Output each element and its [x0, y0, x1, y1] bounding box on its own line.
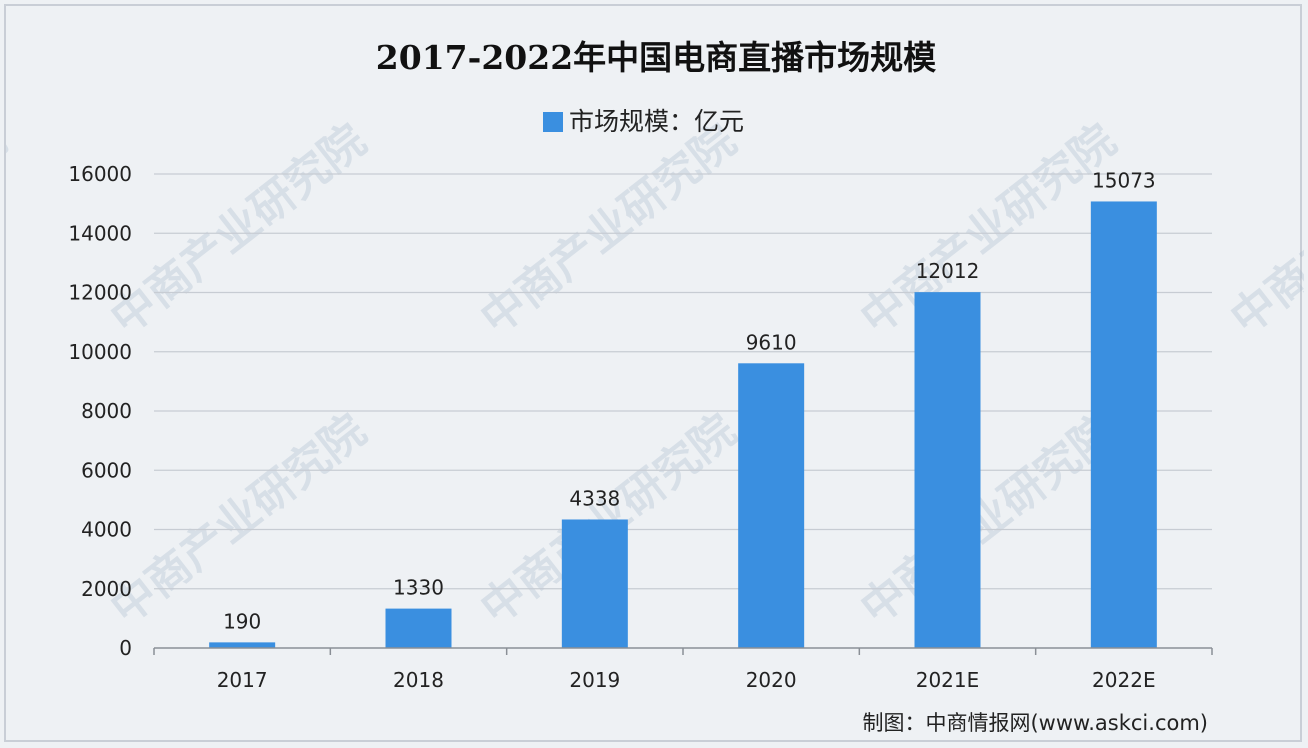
data-label: 15073: [1092, 168, 1156, 192]
legend-swatch: [543, 112, 563, 132]
y-tick-label: 16000: [68, 162, 132, 186]
gridlines: [154, 173, 1212, 590]
chart-frame: 中商产业研究院 中商产业研究院 中商产业研究院 中商产业研究院 中商产业研究院 中商产业研…: [4, 4, 1304, 742]
y-tick-label: 4000: [81, 518, 132, 542]
data-label: 12012: [916, 259, 980, 283]
x-axis: 2017 2018 2019 2020 2021E 2022E: [153, 647, 1213, 692]
y-tick-label: 2000: [81, 577, 132, 601]
watermark-text: 中商产业研究院: [851, 405, 1125, 635]
legend-label: 市场规模：亿元: [569, 107, 744, 136]
watermark-text: 中商产业研究院: [471, 115, 745, 345]
y-tick-label: 10000: [68, 340, 132, 364]
y-tick-label: 0: [119, 636, 132, 660]
bar: [1090, 201, 1157, 648]
bars: [209, 201, 1157, 648]
data-label: 9610: [746, 330, 797, 354]
data-labels: 190 1330 4338 9610 12012 15073: [223, 168, 1156, 633]
x-tick-label: 2019: [569, 668, 620, 692]
data-label: 4338: [569, 486, 620, 510]
watermark-text: 中商产业研究院: [101, 405, 375, 635]
data-label: 190: [223, 609, 261, 633]
chart-title: 2017-2022年中国电商直播市场规模: [376, 38, 937, 77]
y-axis-ticks: 0 2000 4000 6000 8000 10000 12000 14000 16000: [68, 162, 132, 660]
y-tick-label: 8000: [81, 399, 132, 423]
watermark-text: 中商产业研究院: [101, 115, 375, 345]
data-label: 1330: [393, 576, 444, 600]
y-tick-label: 6000: [81, 458, 132, 482]
bar: [914, 292, 981, 648]
watermark-text: 中商产业研究院: [851, 115, 1125, 345]
bar: [561, 519, 628, 648]
source-note: 制图：中商情报网(www.askci.com): [862, 711, 1208, 735]
x-tick-label: 2020: [746, 668, 797, 692]
x-tick-label: 2021E: [916, 668, 980, 692]
x-tick-label: 2018: [393, 668, 444, 692]
y-tick-label: 12000: [68, 281, 132, 305]
bar: [738, 363, 805, 648]
x-tick-label: 2022E: [1092, 668, 1156, 692]
bar: [209, 642, 276, 648]
bar: [385, 608, 452, 648]
x-tick-label: 2017: [217, 668, 268, 692]
y-tick-label: 14000: [68, 221, 132, 245]
watermark-text: 中商产业研究院: [1221, 115, 1304, 345]
watermark-text: 中商产业研究院: [6, 115, 15, 345]
